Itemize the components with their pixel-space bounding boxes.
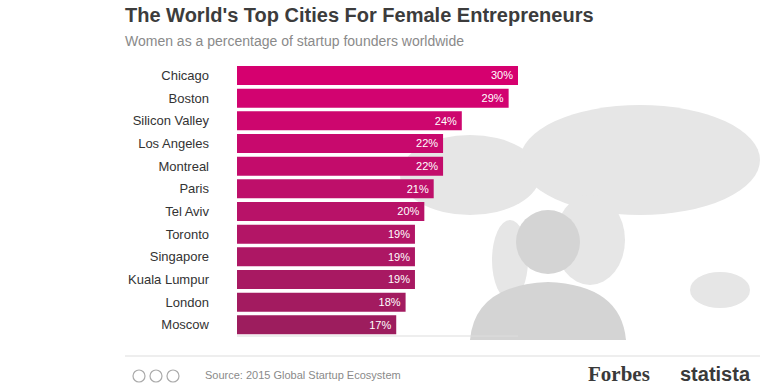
svg-text:22%: 22% (416, 160, 438, 172)
svg-text:Singapore: Singapore (150, 249, 209, 264)
svg-text:19%: 19% (388, 273, 410, 285)
svg-text:Los Angeles: Los Angeles (138, 136, 209, 151)
svg-text:Boston: Boston (169, 91, 209, 106)
html-text:The World's Top Cities For Fem: The World's Top Cities For Female Entrep… (125, 4, 594, 26)
svg-text:20%: 20% (397, 205, 419, 217)
svg-text:18%: 18% (379, 296, 401, 308)
svg-text:19%: 19% (388, 228, 410, 240)
svg-text:24%: 24% (435, 115, 457, 127)
svg-text:Paris: Paris (179, 181, 209, 196)
html-text:statista: statista (680, 363, 750, 385)
svg-text:London: London (166, 295, 209, 310)
svg-text:17%: 17% (369, 319, 391, 331)
svg-text:22%: 22% (416, 137, 438, 149)
svg-text:Toronto: Toronto (166, 227, 209, 242)
svg-text:21%: 21% (407, 183, 429, 195)
svg-text:30%: 30% (491, 69, 513, 81)
svg-text:19%: 19% (388, 251, 410, 263)
html-text:Women as a percentage of start: Women as a percentage of startup founder… (125, 33, 464, 49)
html-text:Source: 2015 Global Startup Ec: Source: 2015 Global Startup Ecosystem (205, 369, 401, 381)
svg-text:Chicago: Chicago (161, 68, 209, 83)
html-text:Forbes: Forbes (588, 362, 650, 386)
svg-text:29%: 29% (482, 92, 504, 104)
svg-text:Kuala Lumpur: Kuala Lumpur (128, 272, 210, 287)
svg-text:Tel Aviv: Tel Aviv (165, 204, 209, 219)
svg-text:Moscow: Moscow (161, 317, 209, 332)
svg-text:Silicon Valley: Silicon Valley (133, 113, 210, 128)
svg-text:Montreal: Montreal (158, 159, 209, 174)
